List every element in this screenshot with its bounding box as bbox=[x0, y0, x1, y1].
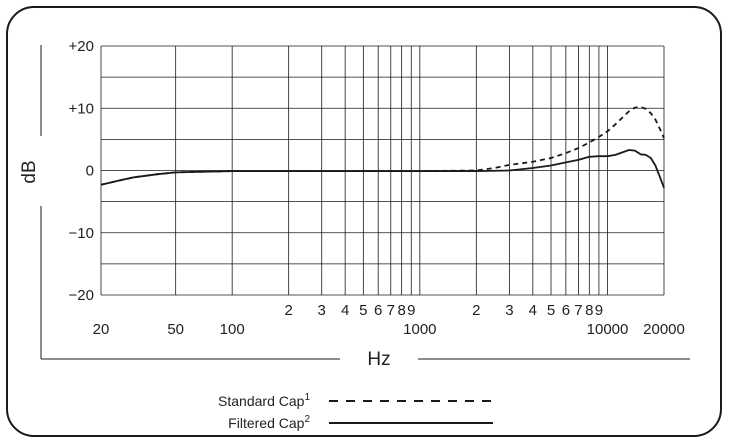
x-tick-label: 20 bbox=[93, 321, 110, 338]
chart-frame bbox=[6, 6, 722, 437]
x-tick-label: 20000 bbox=[643, 321, 685, 338]
x-tick-label-minor: 2 bbox=[284, 302, 292, 319]
axis-bracket bbox=[40, 45, 690, 360]
x-tick-label: 10000 bbox=[587, 321, 629, 338]
x-tick-label-minor: 5 bbox=[547, 302, 555, 319]
y-tick-label: −10 bbox=[69, 225, 94, 242]
x-tick-label-minor: 8 bbox=[397, 302, 405, 319]
x-tick-label-minor: 7 bbox=[574, 302, 582, 319]
legend-label: Standard Cap1 bbox=[218, 392, 310, 409]
x-tick-label-minor: 3 bbox=[505, 302, 513, 319]
x-tick-label: 50 bbox=[167, 321, 184, 338]
x-tick-label-minor: 4 bbox=[341, 302, 349, 319]
y-tick-label: +20 bbox=[69, 38, 94, 55]
y-axis-label: dB bbox=[19, 160, 40, 183]
x-tick-label: 100 bbox=[220, 321, 245, 338]
series-line-filtered-cap bbox=[100, 149, 665, 189]
x-axis-label: Hz bbox=[367, 349, 390, 370]
series-group bbox=[100, 106, 665, 189]
x-tick-label-minor: 9 bbox=[595, 302, 603, 319]
x-tick-label-minor: 9 bbox=[407, 302, 415, 319]
x-tick-label-minor: 5 bbox=[359, 302, 367, 319]
x-tick-label-minor: 8 bbox=[585, 302, 593, 319]
legend-label: Filtered Cap2 bbox=[228, 414, 310, 431]
legend: Standard Cap1 Filtered Cap2 bbox=[218, 392, 493, 431]
tick-labels: +20+100−10−202 3 4 5 6 7 8 9 2 3 4 5 6 7 8 920 50 100 1000… bbox=[69, 38, 685, 338]
y-tick-label: 0 bbox=[86, 163, 94, 180]
x-tick-label-minor: 6 bbox=[374, 302, 382, 319]
y-tick-label: −20 bbox=[69, 287, 94, 304]
series-line-standard-cap bbox=[100, 106, 665, 186]
y-tick-label: +10 bbox=[69, 100, 94, 117]
x-tick-label-minor: 6 bbox=[562, 302, 570, 319]
x-tick-label-minor: 3 bbox=[318, 302, 326, 319]
x-tick-label-minor: 4 bbox=[529, 302, 537, 319]
x-tick-label-minor: 2 bbox=[472, 302, 480, 319]
x-tick-label: 1000 bbox=[403, 321, 436, 338]
x-tick-label-minor: 7 bbox=[387, 302, 395, 319]
